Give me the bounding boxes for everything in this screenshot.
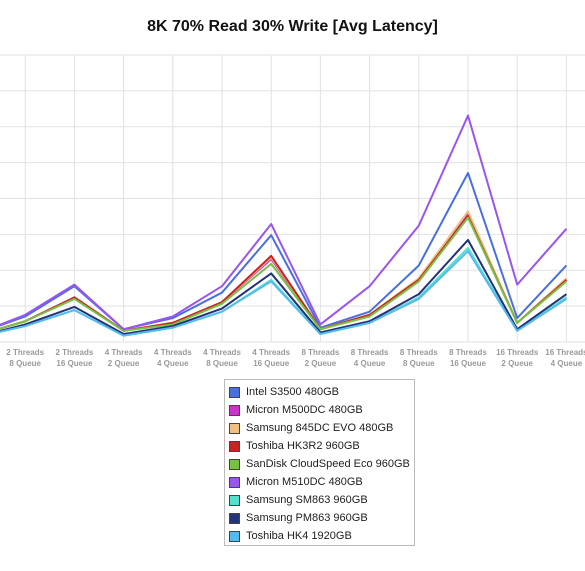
legend-swatch: [229, 440, 240, 452]
x-tick-queue: 8 Queue: [206, 359, 238, 368]
x-tick-queue: 4 Queue: [551, 359, 583, 368]
x-tick-label: 16 Threads 4 Queue: [545, 348, 585, 368]
legend-swatch: [229, 422, 240, 434]
x-tick-label: 2 Threads 8 Queue: [6, 348, 44, 368]
series-lines: [0, 114, 568, 337]
series-line: [0, 215, 568, 332]
x-tick-label: 16 Threads 2 Queue: [496, 348, 539, 368]
x-tick-queue: 16 Queue: [253, 359, 290, 368]
x-tick-queue: 16 Queue: [56, 359, 93, 368]
x-tick-label: 8 Threads 8 Queue: [400, 348, 438, 368]
legend-swatch: [229, 494, 240, 506]
legend-label: Samsung PM863 960GB: [246, 512, 368, 524]
x-tick-threads: 4 Threads: [203, 348, 241, 357]
x-tick-label: 8 Threads 2 Queue: [302, 348, 340, 368]
x-tick-queue: 2 Queue: [305, 359, 337, 368]
x-tick-threads: 4 Threads: [105, 348, 143, 357]
x-tick-queue: 2 Queue: [108, 359, 140, 368]
x-tick-threads: 16 Threads: [545, 348, 585, 357]
legend-label: Intel S3500 480GB: [246, 386, 339, 398]
x-tick-threads: 4 Threads: [154, 348, 192, 357]
legend-swatch: [229, 458, 240, 470]
series-line: [0, 114, 568, 331]
gridlines: [0, 54, 585, 343]
x-tick-threads: 2 Threads: [6, 348, 44, 357]
legend-item: Micron M500DC 480GB: [229, 401, 414, 419]
x-tick-label: 4 Threads 8 Queue: [203, 348, 241, 368]
series-line: [0, 171, 568, 331]
legend-item: Samsung SM863 960GB: [229, 491, 414, 509]
x-tick-queue: 4 Queue: [354, 359, 386, 368]
x-tick-threads: 8 Threads: [351, 348, 389, 357]
legend-item: Intel S3500 480GB: [229, 383, 414, 401]
x-tick-threads: 16 Threads: [496, 348, 539, 357]
chart-title: 8K 70% Read 30% Write [Avg Latency]: [147, 18, 438, 35]
x-tick-queue: 16 Queue: [450, 359, 487, 368]
legend-swatch: [229, 530, 240, 542]
legend-label: Samsung 845DC EVO 480GB: [246, 422, 394, 434]
legend-item: Samsung 845DC EVO 480GB: [229, 419, 414, 437]
legend-swatch: [229, 512, 240, 524]
x-tick-label: 4 Threads 16 Queue: [252, 348, 290, 368]
x-tick-label: 4 Threads 2 Queue: [105, 348, 143, 368]
legend-item: SanDisk CloudSpeed Eco 960GB: [229, 455, 414, 473]
x-tick-label: 2 Threads 16 Queue: [56, 348, 94, 368]
legend-item: Toshiba HK3R2 960GB: [229, 437, 414, 455]
legend-label: Toshiba HK3R2 960GB: [246, 440, 360, 452]
legend: Intel S3500 480GB Micron M500DC 480GB Sams…: [224, 379, 415, 546]
legend-swatch: [229, 476, 240, 488]
legend-item: Micron M510DC 480GB: [229, 473, 414, 491]
x-tick-queue: 2 Queue: [501, 359, 533, 368]
x-tick-threads: 4 Threads: [252, 348, 290, 357]
legend-item: Toshiba HK4 1920GB: [229, 527, 414, 545]
x-tick-threads: 2 Threads: [56, 348, 94, 357]
series-line: [0, 246, 567, 337]
x-tick-threads: 8 Threads: [400, 348, 438, 357]
x-tick-queue: 8 Queue: [9, 359, 41, 368]
series-line: [0, 250, 567, 337]
legend-swatch: [229, 404, 240, 416]
legend-label: Toshiba HK4 1920GB: [246, 530, 352, 542]
x-tick-label: 4 Threads 4 Queue: [154, 348, 192, 368]
legend-label: Micron M510DC 480GB: [246, 476, 363, 488]
legend-item: Samsung PM863 960GB: [229, 509, 414, 527]
legend-label: Micron M500DC 480GB: [246, 404, 363, 416]
legend-swatch: [229, 386, 240, 398]
legend-label: Samsung SM863 960GB: [246, 494, 368, 506]
legend-label: SanDisk CloudSpeed Eco 960GB: [246, 458, 410, 470]
x-tick-queue: 4 Queue: [157, 359, 189, 368]
x-tick-label: 8 Threads 16 Queue: [449, 348, 487, 368]
x-tick-label: 8 Threads 4 Queue: [351, 348, 389, 368]
x-tick-threads: 8 Threads: [449, 348, 487, 357]
x-tick-threads: 8 Threads: [302, 348, 340, 357]
series-line: [0, 216, 568, 332]
series-line: [0, 238, 567, 336]
x-tick-queue: 8 Queue: [403, 359, 435, 368]
